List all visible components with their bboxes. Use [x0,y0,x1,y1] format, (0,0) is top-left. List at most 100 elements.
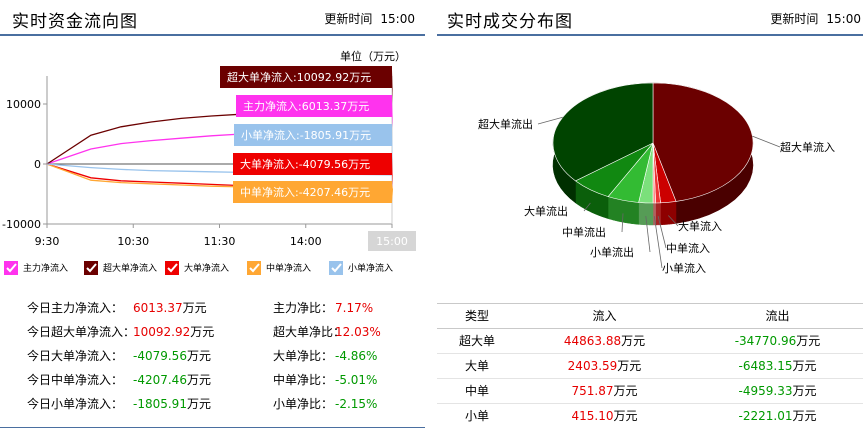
stat-number: 10092.92 [133,325,191,339]
update-time-value: 15:00 [380,12,415,26]
inflow-unit: 万元 [617,359,642,373]
legend-check-icon [4,261,18,275]
stat-label: 今日主力净流入： [27,301,124,315]
inflow-number: 751.87 [571,384,614,398]
pie-label-super-in: 超大单流入 [780,141,835,154]
stat-value: -1805.91万元 [133,394,211,414]
type-cell: 大单 [464,359,489,373]
inflow-cell: 415.10万元 [517,404,692,428]
stat-number: -1805.91 [133,397,187,411]
pie-slice-super-out[interactable] [552,82,654,182]
pie-leader-line [653,216,663,269]
stat-label: 今日超大单净流入： [27,325,136,339]
tooltip-text: 小单净流入:-1805.91万元 [241,128,371,142]
inflow-cell: 44863.88万元 [517,329,692,354]
pie-label-super-out: 超大单流出 [478,118,533,131]
stat-value: -4207.46万元 [133,370,211,390]
stat-number: 6013.37 [133,301,183,315]
pie-leader-line [583,202,591,212]
ratio-value: 12.03% [335,325,381,339]
unit-label: 单位（万元） [340,49,406,63]
table-header-row: 类型 流入 流出 [437,304,863,329]
legend-label: 大单净流入 [184,264,230,274]
value-tooltip: 中单净流入:-4207.46万元 [233,181,393,203]
stat-row: 今日中单净流入： -4207.46万元 中单净比： -5.01% [0,370,425,390]
tooltip-text: 主力净流入:6013.37万元 [243,99,369,113]
value-tooltip: 超大单净流入:10092.92万元 [220,66,393,104]
y-tick-label: 10000 [6,98,41,111]
inflow-unit: 万元 [613,384,638,398]
pie-label-mid-out: 中单流出 [562,226,606,239]
inflow-unit: 万元 [613,409,638,423]
ratio-label: 主力净比： [273,301,334,315]
inflow-cell: 2403.59万元 [517,354,692,379]
stat-row: 今日小单净流入： -1805.91万元 小单净比： -2.15% [0,394,425,414]
stat-unit: 万元 [186,397,211,411]
stat-unit: 万元 [186,349,211,363]
crosshair-time-badge [368,231,416,251]
outflow-number: -2221.01 [738,409,793,423]
fund-flow-line-chart[interactable]: 单位（万元） 10000 0 -10000 9:30 10:30 11:30 14:00 15… [0,36,425,258]
fund-flow-header: 实时资金流向图 更新时间 15:00 [0,0,425,36]
x-tick-label: 10:30 [117,235,149,248]
stat-row: 今日超大单净流入： 10092.92万元 超大单净比： 12.03% [0,322,425,342]
fund-flow-panel: 实时资金流向图 更新时间 15:00 单位（万元） 10000 0 -10000 9:3… [0,0,425,428]
table-row: 小单 415.10万元 -2221.01万元 [437,404,863,428]
outflow-unit: 万元 [792,359,817,373]
fund-flow-title: 实时资金流向图 [12,12,138,32]
pie-label-mid-in: 中单流入 [666,242,710,255]
outflow-number: -6483.15 [738,359,793,373]
table-row: 大单 2403.59万元 -6483.15万元 [437,354,863,379]
distribution-title: 实时成交分布图 [447,12,573,32]
x-tick-label: 9:30 [35,235,60,248]
x-tick-label: 15:00 [376,235,408,248]
outflow-unit: 万元 [796,334,821,348]
value-tooltip: 大单净流入:-4079.56万元 [233,153,393,189]
stat-label: 今日小单净流入： [27,397,124,411]
value-tooltip: 主力净流入:6013.37万元 [236,95,393,128]
ratio-label: 中单净比： [273,373,334,387]
outflow-cell: -2221.01万元 [692,404,863,428]
inflow-number: 415.10 [571,409,614,423]
inflow-number: 2403.59 [567,359,618,373]
inflow-number: 44863.88 [563,334,622,348]
table-header-cell: 流出 [765,309,790,323]
outflow-cell: -6483.15万元 [692,354,863,379]
ratio-value: -2.15% [335,397,378,411]
distribution-pie-chart[interactable] [437,36,863,301]
legend-check-icon [165,261,179,275]
inflow-unit: 万元 [621,334,646,348]
fund-flow-update-time: 更新时间 15:00 [324,10,415,27]
inflow-cell: 751.87万元 [517,379,692,404]
type-cell: 中单 [464,384,489,398]
pie-slice-super-in[interactable] [652,82,754,202]
stat-unit: 万元 [190,325,215,339]
stat-value: 6013.37万元 [133,298,207,318]
legend-label: 中单净流入 [266,264,312,274]
value-tooltip: 小单净流入:-1805.91万元 [234,124,393,175]
y-tick-label: 0 [34,158,41,171]
x-tick-label: 14:00 [290,235,322,248]
legend-check-icon [84,261,98,275]
pie-leader-line [645,215,651,253]
outflow-cell: -34770.96万元 [692,329,863,354]
stat-label: 今日大单净流入： [27,349,124,363]
table-row: 中单 751.87万元 -4959.33 万元 [437,379,863,404]
stat-label: 今日中单净流入： [27,373,124,387]
distribution-update-time: 更新时间 15:00 [770,10,861,27]
legend-check-icon [329,261,343,275]
stat-number: -4079.56 [133,349,187,363]
legend-label: 超大单净流入 [103,264,158,274]
pie-leader-line [537,116,563,125]
fund-flow-legend: 主力净流入 超大单净流入 大单净流入 中单净流入 小单净流入 [0,258,425,280]
distribution-panel: 实时成交分布图 更新时间 15:00 超大单流入 大单流入 中单流入 小单流入 小单流出中… [437,0,863,428]
ratio-label: 大单净比： [273,349,334,363]
legend-check-icon [247,261,261,275]
outflow-unit: 万元 [792,409,817,423]
x-tick-label: 11:30 [204,235,236,248]
pie-leader-line [752,135,781,148]
outflow-number: -4959.33 [738,384,793,398]
stat-unit: 万元 [186,373,211,387]
legend-label: 小单净流入 [348,264,394,274]
legend-label: 主力净流入 [23,264,69,274]
